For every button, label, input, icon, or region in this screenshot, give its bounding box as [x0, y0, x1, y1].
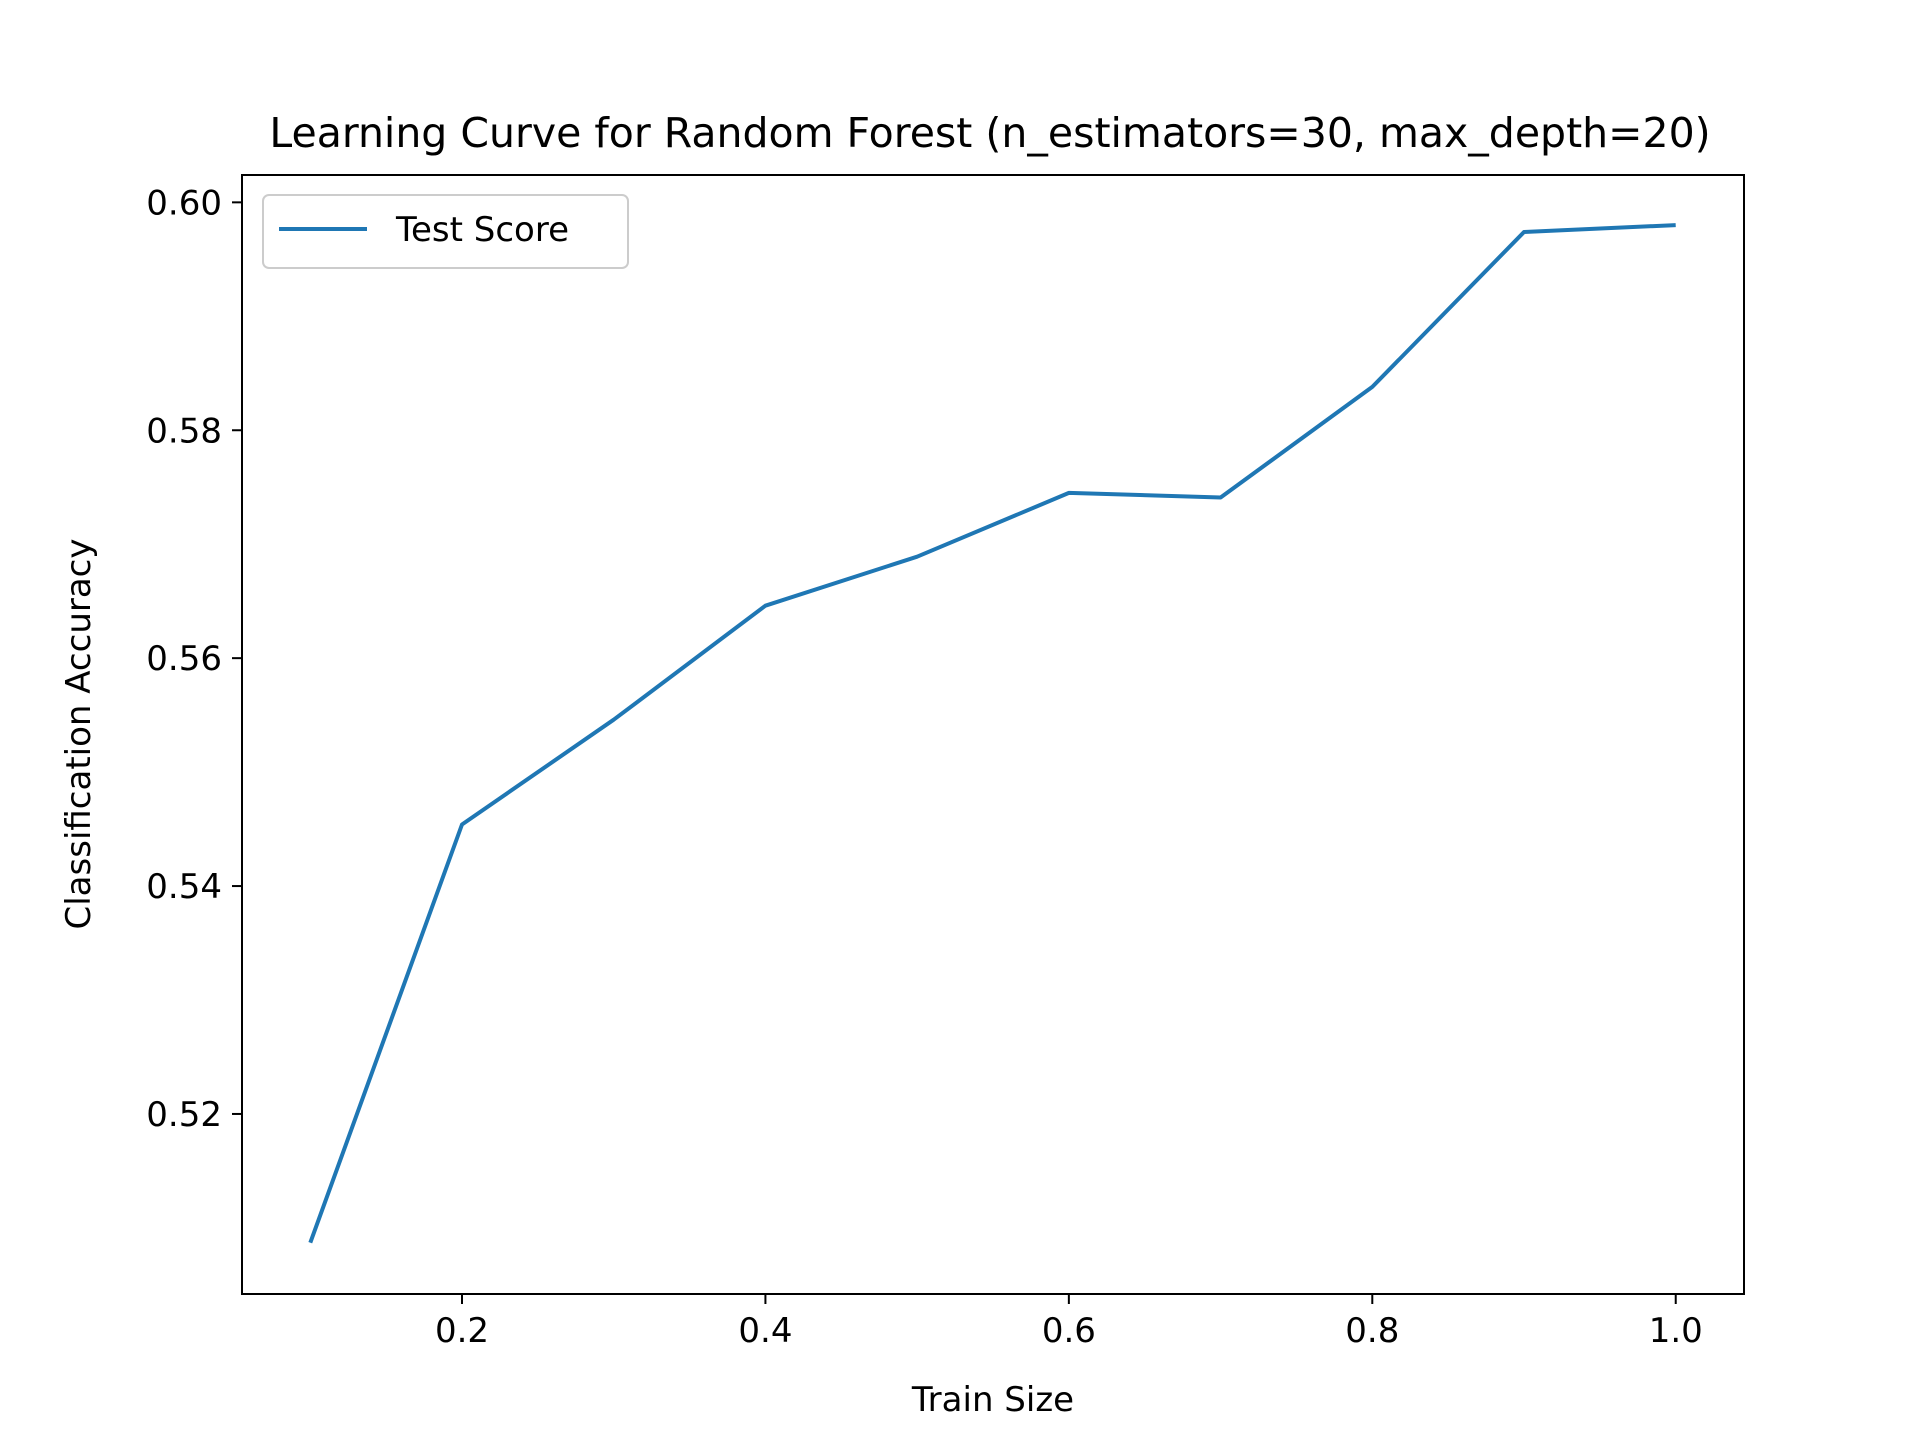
data-point	[1067, 491, 1071, 495]
legend: Test Score	[262, 194, 629, 269]
x-axis-ticks: 0.2 0.4 0.6 0.8 1.0	[435, 1294, 1703, 1351]
data-point	[612, 718, 616, 722]
x-tick-label: 0.6	[1042, 1311, 1096, 1351]
data-point	[460, 823, 464, 827]
y-axis-ticks: 0.52 0.54 0.56 0.58 0.60	[146, 183, 242, 1135]
x-axis-label: Train Size	[911, 1380, 1074, 1420]
y-tick-label: 0.60	[146, 183, 222, 223]
x-tick-label: 0.2	[435, 1311, 489, 1351]
plot-area	[241, 174, 1745, 1295]
data-point	[1370, 385, 1374, 389]
data-point	[1674, 223, 1678, 227]
y-axis-label: Classification Accuracy	[59, 539, 99, 930]
data-point	[915, 555, 919, 559]
y-tick-label: 0.56	[146, 639, 222, 679]
axes-frame	[241, 174, 1745, 1295]
x-tick-label: 0.8	[1345, 1311, 1399, 1351]
series-line-test-score	[308, 223, 1676, 1244]
chart-title: Learning Curve for Random Forest (n_esti…	[269, 109, 1710, 157]
x-tick-label: 1.0	[1649, 1311, 1703, 1351]
x-tick-label: 0.4	[738, 1311, 792, 1351]
series-layer	[308, 223, 1678, 1245]
data-point	[1522, 230, 1526, 234]
data-point	[308, 1241, 312, 1245]
data-point	[1219, 495, 1223, 499]
y-tick-label: 0.54	[146, 867, 222, 907]
y-tick-label: 0.58	[146, 411, 222, 451]
y-tick-label: 0.52	[146, 1095, 222, 1135]
legend-box	[262, 194, 629, 269]
legend-label: Test Score	[395, 210, 569, 250]
data-point	[763, 604, 767, 608]
